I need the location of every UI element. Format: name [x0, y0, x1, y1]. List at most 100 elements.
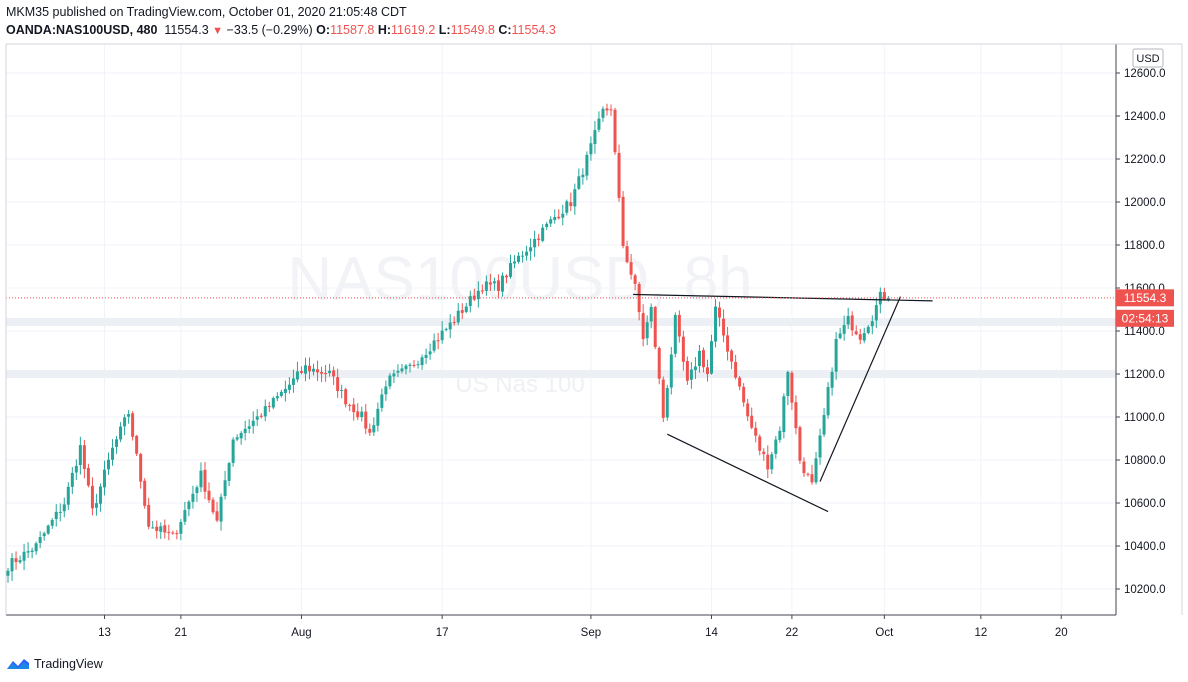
vertical-grid	[103, 44, 1062, 615]
x-tick-label: 17	[436, 627, 449, 639]
candle-body	[263, 406, 267, 417]
candle-body	[155, 526, 159, 532]
candle-body	[677, 314, 681, 337]
currency-button[interactable]: USD	[1132, 48, 1164, 68]
candle-body	[609, 109, 613, 111]
candle-body	[561, 213, 565, 218]
close-value: 11554.3	[511, 23, 556, 37]
candle-body	[802, 461, 806, 474]
candle-body	[766, 454, 770, 470]
candle-body	[617, 152, 621, 198]
candle-body	[794, 402, 798, 429]
candle-body	[710, 341, 713, 374]
candle-body	[778, 430, 782, 440]
price-axis[interactable]: 10200.0 10400.0 10600.0 10800.0 11000.0 11200…	[1116, 68, 1166, 596]
candle-body	[388, 375, 392, 387]
y-tick-label: 12000.0	[1124, 197, 1166, 209]
candle-body	[621, 196, 625, 247]
publisher-text: MKM35 published on TradingView.com, Octo…	[6, 5, 407, 19]
candle-body	[818, 435, 822, 458]
x-tick-label: Aug	[291, 627, 311, 639]
candle-body	[424, 354, 428, 359]
candle-body	[854, 331, 858, 335]
candle-body	[557, 216, 561, 219]
candle-body	[452, 322, 456, 324]
low-label: L:	[438, 23, 451, 37]
time-axis[interactable]: 13 21 Aug 17 Sep 14 22 Oct 12 20	[98, 615, 1068, 639]
resistance-trendline[interactable]	[633, 293, 933, 302]
lower-trendline[interactable]	[667, 433, 829, 513]
price-chart[interactable]: NAS100USD, 8h US Nas 100 10200.010400.01…	[0, 0, 1188, 650]
candle-body	[90, 485, 94, 509]
candle-body	[500, 275, 504, 292]
candle-body	[175, 533, 179, 535]
candle-body	[834, 338, 838, 372]
y-tick-label: 10600.0	[1124, 498, 1166, 510]
candle-body	[352, 404, 356, 413]
open-value: 11587.8	[330, 23, 375, 37]
candle-body	[665, 387, 669, 418]
y-tick-label: 10200.0	[1124, 584, 1166, 596]
candle-body	[267, 406, 271, 408]
drawings-layer	[633, 293, 933, 513]
candle-body	[283, 388, 287, 393]
candle-body	[6, 570, 10, 576]
candle-body	[641, 313, 645, 340]
x-tick-label: 20	[1055, 627, 1068, 639]
candle-body	[613, 109, 617, 153]
y-tick-label: 12600.0	[1124, 68, 1166, 80]
rising-trendline[interactable]	[819, 296, 901, 482]
watermark-name: US Nas 100	[455, 371, 584, 398]
candle-body	[750, 415, 754, 428]
price-tag-label: 11554.3	[1124, 291, 1167, 305]
candle-body	[392, 373, 396, 377]
candle-body	[211, 499, 215, 513]
candle-body	[195, 487, 199, 494]
publisher-line: MKM35 published on TradingView.com, Octo…	[6, 5, 407, 19]
candle-body	[754, 427, 758, 436]
candle-body	[139, 454, 143, 482]
candle-body	[183, 510, 187, 522]
tradingview-logo-icon[interactable]	[6, 657, 30, 671]
countdown-label: 02:54:13	[1122, 311, 1169, 325]
chart-pane[interactable]	[6, 44, 1116, 615]
candle-body	[102, 469, 106, 488]
candle-body	[368, 428, 372, 433]
candle-body	[681, 336, 685, 362]
candle-body	[738, 377, 742, 387]
candle-body	[408, 364, 412, 366]
candle-body	[98, 486, 102, 504]
candle-body	[605, 108, 609, 111]
candle-body	[46, 525, 50, 534]
candle-body	[669, 354, 673, 388]
candle-body	[291, 378, 295, 385]
y-tick-label: 10400.0	[1124, 541, 1166, 553]
high-label: H:	[377, 23, 392, 37]
candle-body	[697, 350, 701, 367]
candle-body	[842, 325, 846, 334]
candle-body	[549, 219, 553, 224]
symbol-label[interactable]: OANDA:NAS100USD, 480	[6, 23, 158, 37]
candle-body	[207, 490, 211, 501]
candle-body	[235, 437, 239, 440]
candle-body	[151, 527, 155, 529]
candle-body	[344, 389, 348, 405]
candle-body	[255, 416, 259, 420]
candle-body	[649, 306, 653, 322]
candle-body	[332, 370, 336, 377]
y-tick-label: 10800.0	[1124, 455, 1166, 467]
candle-body	[492, 281, 496, 284]
candle-body	[303, 365, 307, 374]
candle-body	[448, 322, 452, 330]
candle-body	[589, 143, 593, 155]
candle-body	[545, 223, 549, 227]
candle-body	[223, 480, 227, 497]
candle-body	[275, 396, 279, 399]
candle-body	[866, 326, 870, 333]
candle-body	[625, 246, 629, 263]
candle-body	[279, 391, 283, 396]
candle-body	[324, 372, 328, 375]
candle-body	[790, 372, 794, 403]
tradingview-brand[interactable]: TradingView	[34, 657, 103, 671]
candle-body	[231, 439, 235, 463]
